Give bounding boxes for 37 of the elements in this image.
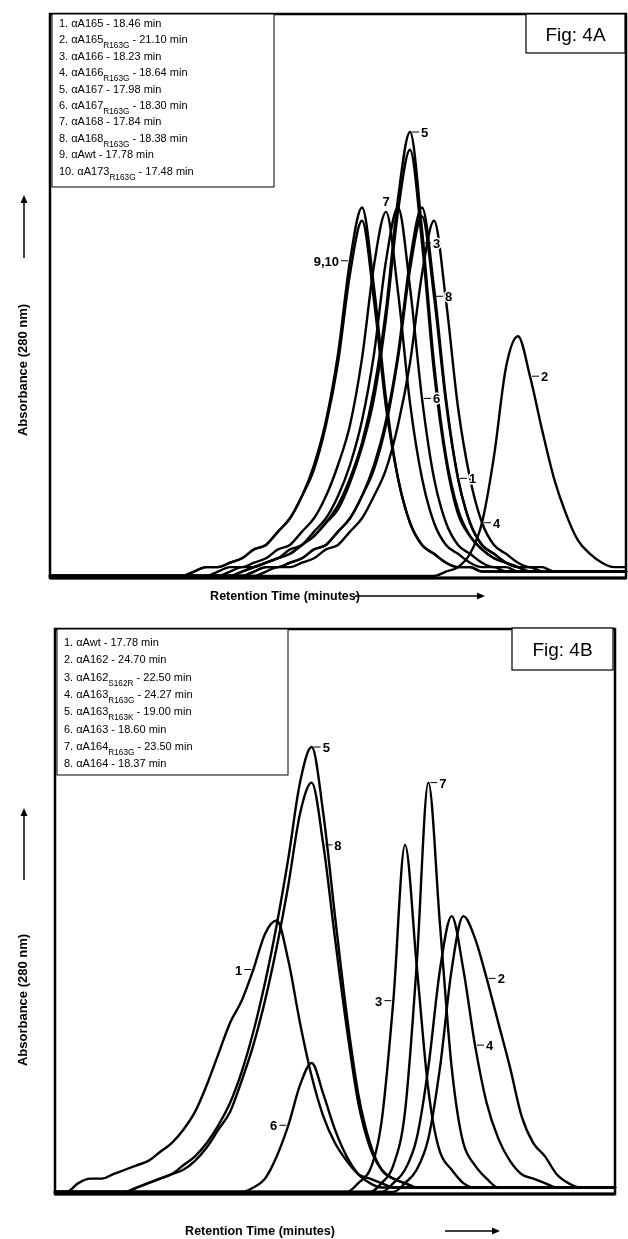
text: 1. αA165 - 18.46 min — [59, 17, 162, 29]
series-label: 9,10 — [313, 253, 339, 269]
legend-label: 4 — [486, 1038, 494, 1054]
text: 5. αA167 - 17.98 min — [59, 82, 162, 95]
text: 2. αA165$_{R163G}$ - 21.10 min — [59, 33, 188, 50]
chart-title: Fig: 4A — [545, 23, 606, 45]
text: 6. αA167$_{R163G}$ - 18.30 min — [59, 99, 188, 116]
text: 3. αA166 - 18.23 min — [59, 49, 162, 62]
legend-label: 5 — [421, 125, 429, 140]
text: 5. αA163$_{R163K}$ - 19.00 min — [64, 705, 192, 722]
series-label: 7 — [382, 193, 390, 209]
annotation: 7. αA164$_{R163G}$ - 23.50 min — [64, 739, 193, 757]
text: 7. αA168 - 17.84 min — [59, 115, 162, 128]
y-axis-title: Absorbance (280 nm) — [15, 303, 30, 437]
text: 4. αA166$_{R163G}$ - 18.64 min — [59, 66, 188, 83]
series-label: 1 — [235, 962, 243, 978]
x-axis-title: Retention Time (minutes) — [185, 1224, 335, 1238]
text: 6. αA163 - 18.60 min — [64, 722, 167, 735]
annotation: 9. αAwt - 17.78 min — [59, 148, 154, 161]
annotation: 10. αA173$_{R163G}$ - 17.48 min — [59, 164, 194, 182]
legend-label: 4 — [493, 515, 501, 531]
annotation: 8. αA168$_{R163G}$ - 18.38 min — [59, 131, 188, 149]
annotation: 8. αA164 - 18.37 min — [64, 757, 167, 770]
chart-title: Fig: 4B — [532, 639, 593, 660]
legend-label: 8 — [334, 837, 342, 853]
text: 1. αAwt - 17.78 min — [64, 636, 159, 648]
legend-label: 5 — [322, 740, 330, 755]
series-label: 6 — [270, 1118, 278, 1134]
y-axis-title: Absorbance (280 nm) — [15, 933, 30, 1067]
text: 2. αA162 - 24.70 min — [64, 653, 167, 666]
series-label: 3 — [375, 993, 383, 1009]
legend-label: 7 — [439, 775, 447, 791]
legend-label: 2 — [497, 971, 505, 987]
text: 4. αA163$_{R163G}$ - 24.27 min — [64, 687, 193, 705]
legend-label: 2 — [541, 369, 549, 385]
text: 3. αA162$_{S162R}$ - 22.50 min — [64, 670, 192, 688]
x-axis-title: Retention Time (minutes) — [210, 589, 360, 603]
